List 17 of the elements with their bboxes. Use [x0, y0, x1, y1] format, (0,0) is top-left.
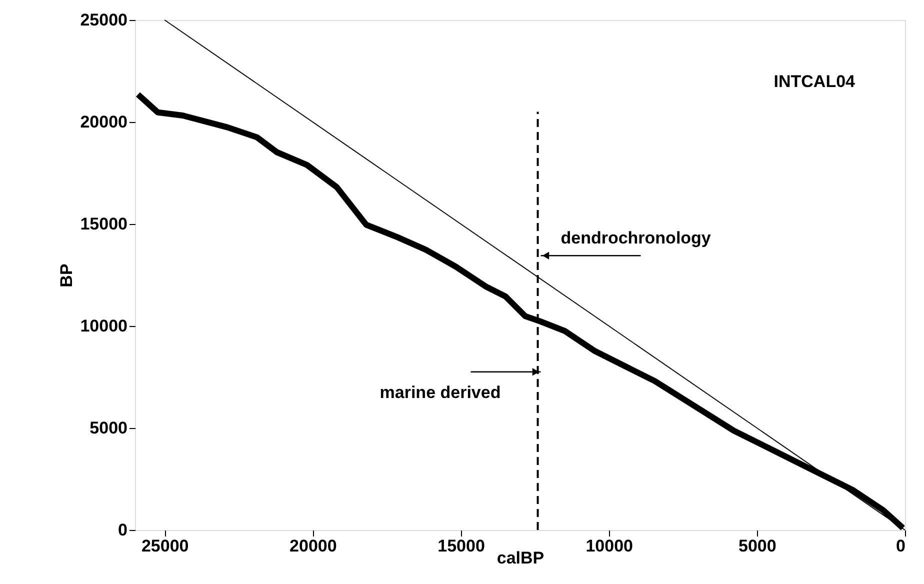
y-tick-label: 20000	[80, 112, 128, 132]
x-axis-title: calBP	[496, 548, 544, 568]
annotation: marine derived	[380, 382, 501, 402]
y-tick-label: 0	[118, 520, 128, 540]
y-tick-label: 15000	[80, 214, 128, 234]
y-tick-label: 25000	[80, 10, 128, 30]
annotation: dendrochronology	[560, 228, 712, 248]
x-tick-label: 10000	[586, 536, 633, 556]
y-tick-label: 10000	[80, 316, 128, 336]
x-tick-label: 15000	[438, 536, 485, 556]
text: INTCAL04	[774, 72, 856, 91]
y-axis-title: BP	[57, 264, 76, 288]
x-tick-label: 5000	[738, 536, 776, 556]
x-tick-label: 20000	[290, 536, 337, 556]
x-tick-label: 0	[896, 536, 906, 556]
x-tick-label: 25000	[141, 536, 189, 556]
y-tick-label: 5000	[90, 418, 128, 438]
